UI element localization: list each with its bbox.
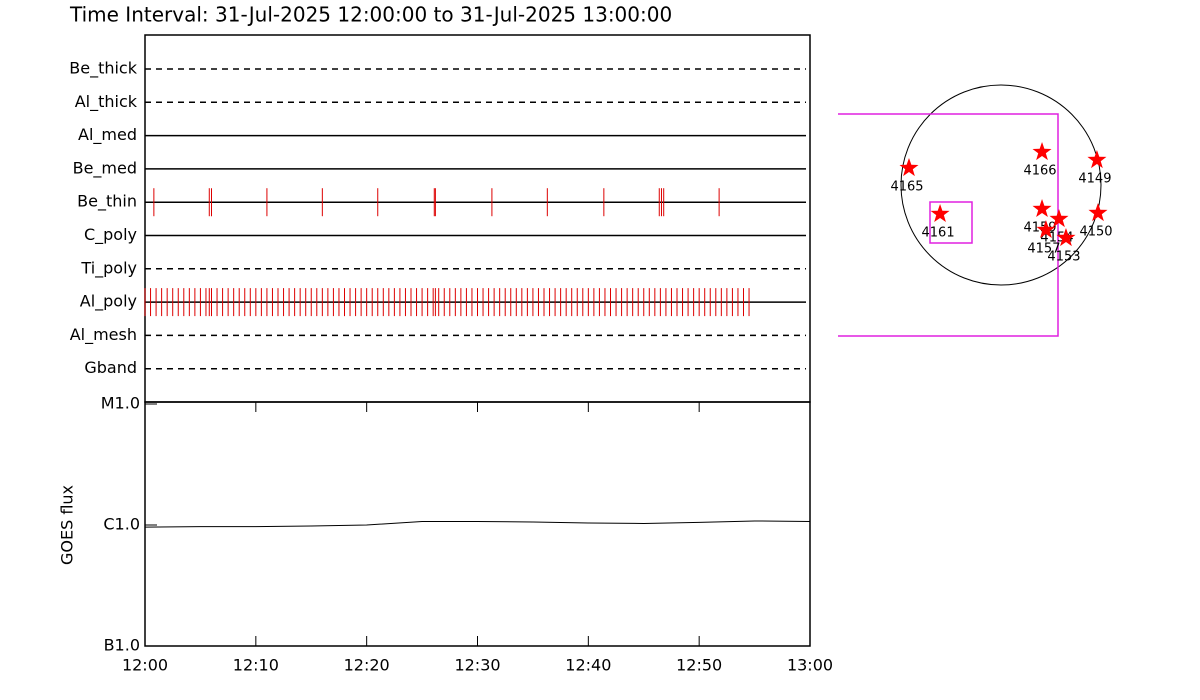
active-region xyxy=(1036,219,1056,239)
row-label: Al_poly xyxy=(80,292,137,312)
row-label: Al_med xyxy=(78,125,137,145)
active-region-label: 4153 xyxy=(1047,250,1080,265)
active-region xyxy=(1087,149,1107,169)
active-region-label: 4149 xyxy=(1078,171,1111,186)
active-region-label: 4150 xyxy=(1079,224,1112,239)
x-tick-label: 12:00 xyxy=(122,656,168,675)
goes-line xyxy=(144,520,811,528)
fov-box-small xyxy=(929,201,973,244)
x-tick-label: 12:20 xyxy=(344,656,390,675)
solar-limb xyxy=(900,84,1102,286)
row-label: Al_thick xyxy=(75,92,138,112)
chart-title: Time Interval: 31-Jul-2025 12:00:00 to 3… xyxy=(69,3,672,27)
x-tick-label: 12:10 xyxy=(233,656,279,675)
y-tick-label: M1.0 xyxy=(101,394,140,413)
active-region xyxy=(1056,228,1076,247)
active-region-label: 4165 xyxy=(890,180,923,195)
x-tick-label: 13:00 xyxy=(787,656,833,675)
y-tick-label: C1.0 xyxy=(103,515,140,534)
active-region xyxy=(1032,142,1052,161)
x-tick-label: 12:40 xyxy=(565,656,611,675)
row-label: Al_mesh xyxy=(70,325,137,345)
row-label: Be_med xyxy=(73,158,137,178)
fov-box xyxy=(838,113,1059,337)
row-label: Gband xyxy=(84,358,137,377)
active-region xyxy=(1088,202,1108,222)
row-label: C_poly xyxy=(84,225,137,245)
active-region-label: 4166 xyxy=(1023,164,1056,179)
x-tick-label: 12:30 xyxy=(454,656,500,675)
active-region xyxy=(930,203,950,223)
active-region xyxy=(899,158,919,177)
y-axis-label: GOES flux xyxy=(58,485,77,565)
row-label: Ti_poly xyxy=(80,258,137,278)
active-region xyxy=(1049,209,1069,228)
row-label: Be_thin xyxy=(77,192,137,212)
row-label: Be_thick xyxy=(69,59,137,79)
active-region-label: 4161 xyxy=(922,225,955,240)
timeline-frame xyxy=(144,34,811,403)
x-tick-label: 12:50 xyxy=(676,656,722,675)
goes-frame xyxy=(144,401,811,647)
active-region-label: 4157 xyxy=(1027,241,1060,256)
y-tick-label: B1.0 xyxy=(104,636,140,655)
active-region xyxy=(1032,198,1052,218)
